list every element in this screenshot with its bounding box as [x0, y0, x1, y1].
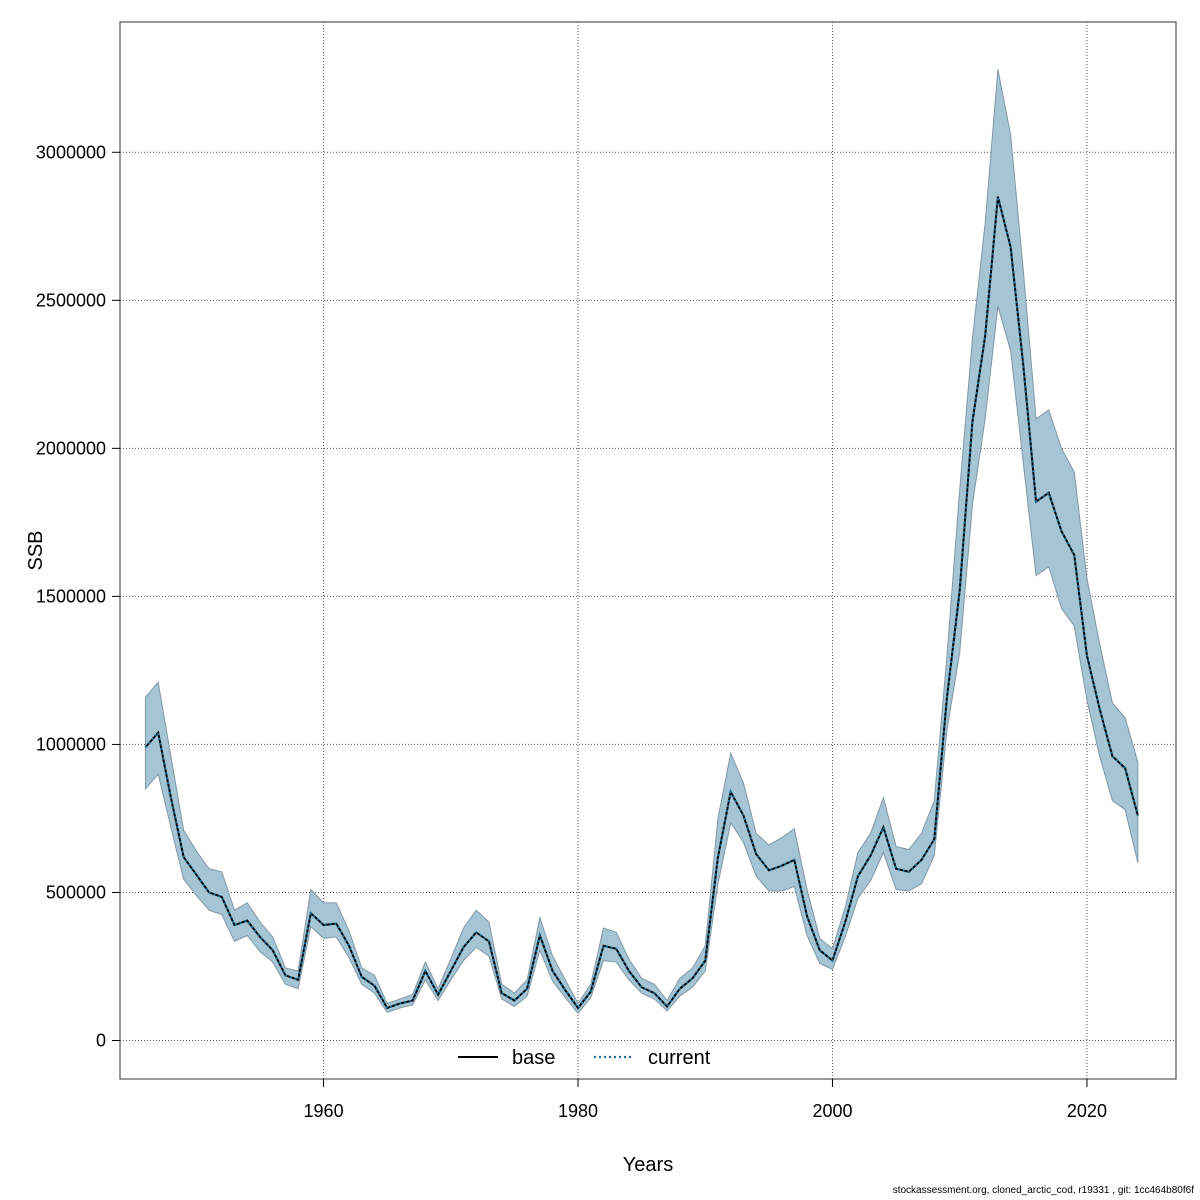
x-tick-label: 2020 [1067, 1101, 1107, 1121]
y-tick-label: 2500000 [36, 290, 106, 310]
y-tick-label: 3000000 [36, 142, 106, 162]
confidence-band-area [144, 69, 1139, 1015]
y-tick-label: 1000000 [36, 734, 106, 754]
footer-text: stockassessment.org, cloned_arctic_cod, … [892, 1185, 1194, 1196]
y-axis-title: SSB [25, 530, 47, 570]
x-tick-label: 1980 [558, 1101, 598, 1121]
y-tick-label: 500000 [46, 882, 106, 902]
legend-label-base: base [512, 1047, 555, 1069]
series-lines [144, 196, 1139, 1010]
y-tick-label: 2000000 [36, 438, 106, 458]
x-tick-label: 2000 [812, 1101, 852, 1121]
confidence-band [144, 69, 1139, 1015]
y-tick-label: 0 [96, 1031, 106, 1051]
legend-label-current: current [648, 1047, 711, 1069]
grid-lines [120, 22, 1176, 1079]
y-tick-label: 1500000 [36, 586, 106, 606]
series-line-current [144, 196, 1139, 1010]
legend: base current [458, 1047, 711, 1069]
plot-frame [119, 21, 1177, 1080]
y-axis: 0 500000 1000000 1500000 2000000 2500000 30000… [36, 142, 120, 1051]
x-axis-title: Years [623, 1154, 673, 1176]
x-tick-label: 1960 [304, 1101, 344, 1121]
x-axis: 1960 1980 2000 2020 [304, 1079, 1107, 1121]
